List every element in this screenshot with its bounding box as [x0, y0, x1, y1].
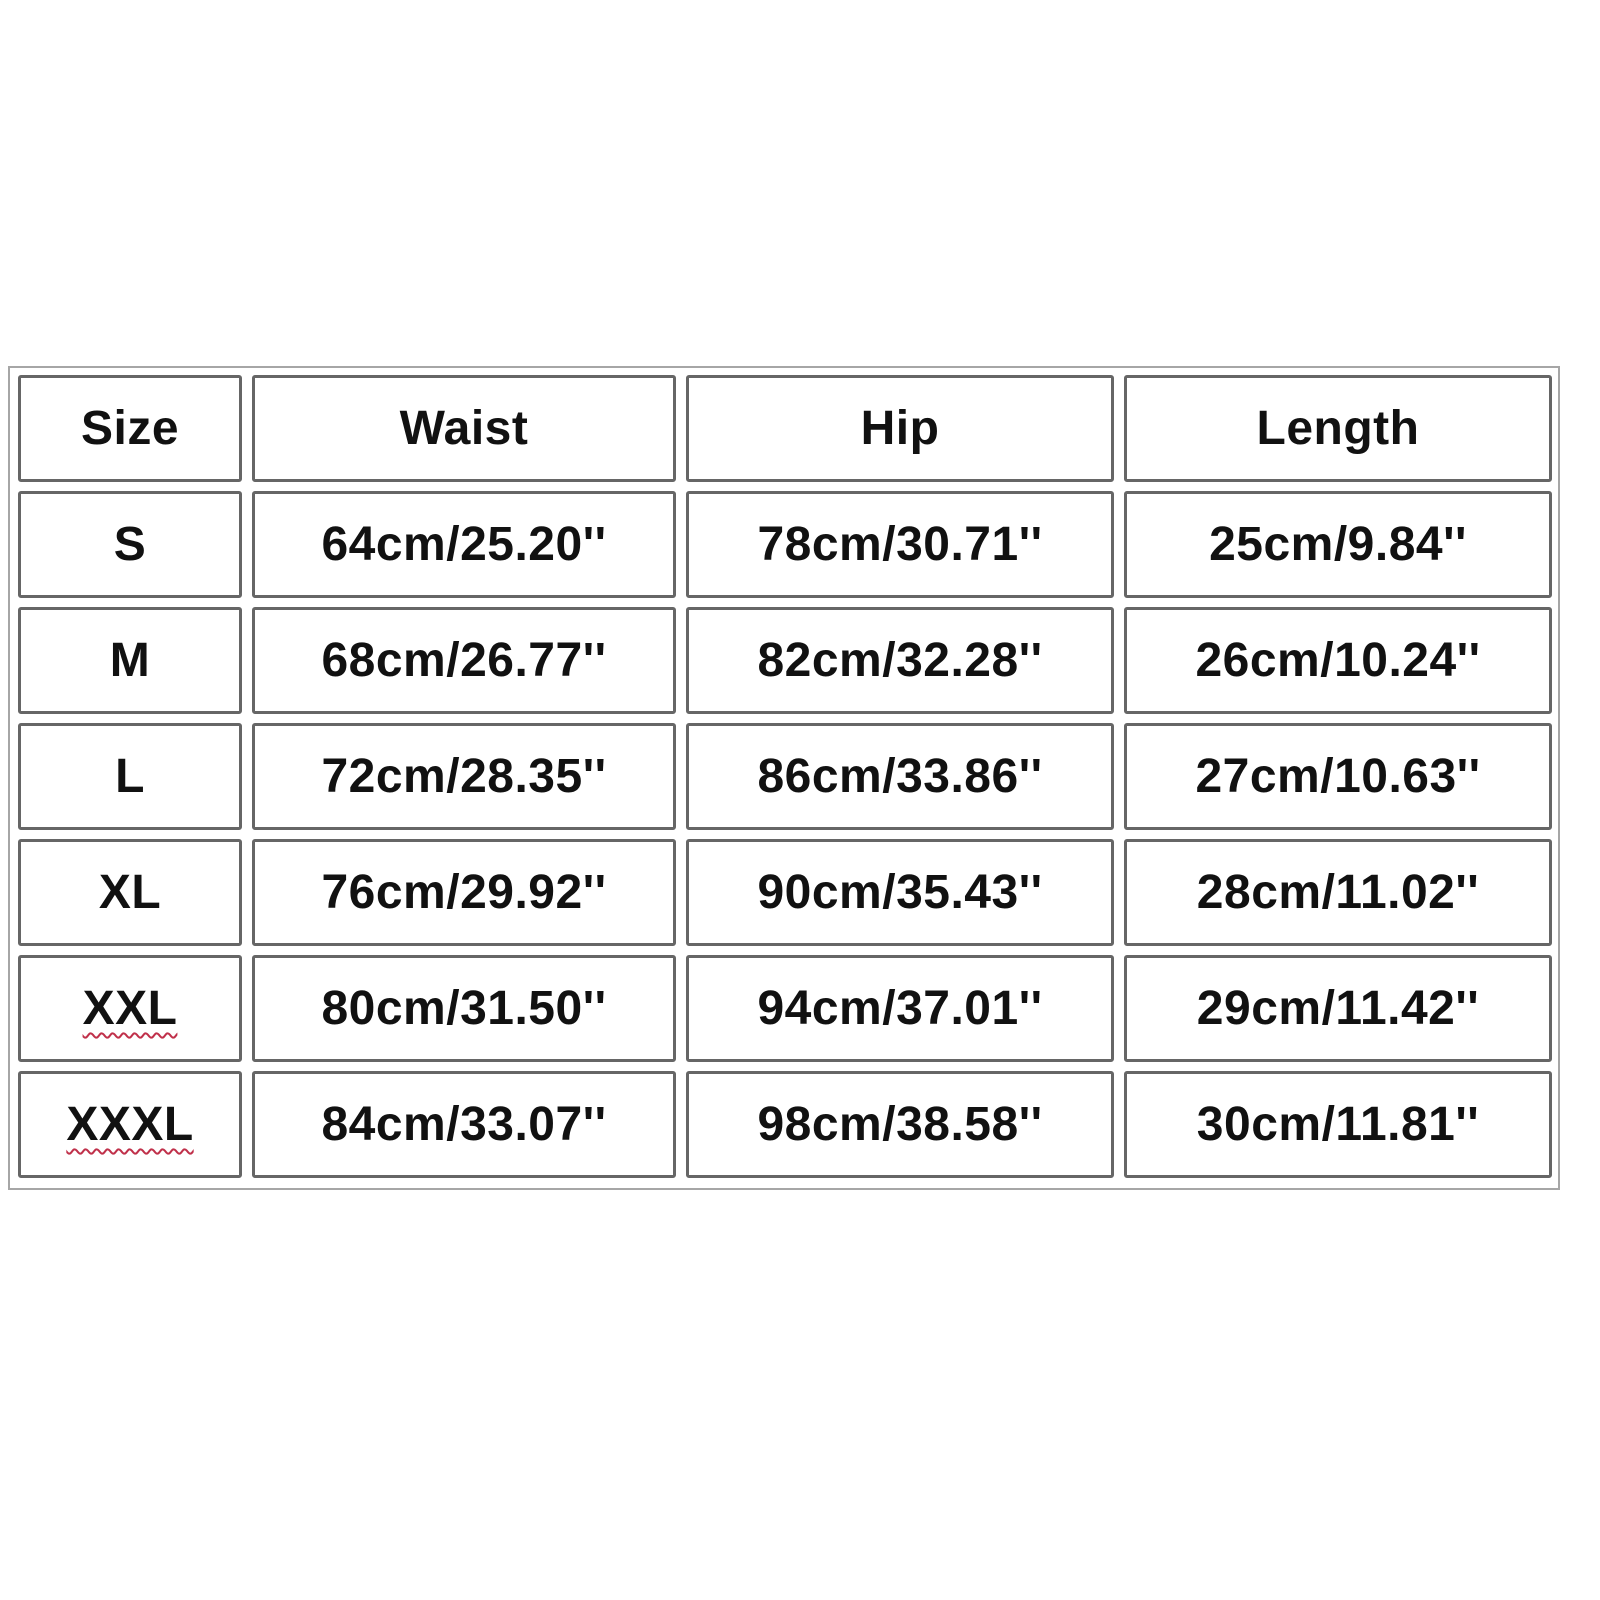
length-value: 25cm/9.84''	[1209, 518, 1467, 571]
cell-size: M	[18, 607, 242, 714]
table-row: L 72cm/28.35'' 86cm/33.86'' 27cm/10.63''	[18, 723, 1552, 830]
hip-value: 98cm/38.58''	[757, 1098, 1043, 1151]
cell-length: 27cm/10.63''	[1124, 723, 1552, 830]
hip-value: 90cm/35.43''	[757, 866, 1043, 919]
cell-waist: 72cm/28.35''	[252, 723, 676, 830]
cell-hip: 98cm/38.58''	[686, 1071, 1114, 1178]
header-hip: Hip	[686, 375, 1114, 482]
cell-size: XL	[18, 839, 242, 946]
hip-value: 82cm/32.28''	[757, 634, 1043, 687]
size-value: M	[109, 634, 151, 687]
cell-waist: 68cm/26.77''	[252, 607, 676, 714]
length-value: 28cm/11.02''	[1196, 866, 1480, 919]
hip-value: 86cm/33.86''	[757, 750, 1043, 803]
cell-size: L	[18, 723, 242, 830]
size-value: XXXL	[66, 1098, 194, 1151]
table-row: XXXL 84cm/33.07'' 98cm/38.58'' 30cm/11.81''	[18, 1071, 1552, 1178]
hip-value: 94cm/37.01''	[757, 982, 1043, 1035]
size-table: Size Waist Hip Length S 64cm/25.20'' 78cm/…	[8, 366, 1562, 1187]
header-length: Length	[1124, 375, 1552, 482]
cell-size: S	[18, 491, 242, 598]
waist-value: 68cm/26.77''	[321, 634, 607, 687]
cell-waist: 76cm/29.92''	[252, 839, 676, 946]
table-row: S 64cm/25.20'' 78cm/30.71'' 25cm/9.84''	[18, 491, 1552, 598]
table-header-row: Size Waist Hip Length	[18, 375, 1552, 482]
size-chart: Size Waist Hip Length S 64cm/25.20'' 78cm/…	[8, 366, 1560, 1190]
cell-waist: 80cm/31.50''	[252, 955, 676, 1062]
cell-length: 29cm/11.42''	[1124, 955, 1552, 1062]
header-size: Size	[18, 375, 242, 482]
hip-value: 78cm/30.71''	[757, 518, 1043, 571]
table-row: XL 76cm/29.92'' 90cm/35.43'' 28cm/11.02''	[18, 839, 1552, 946]
size-value: XL	[98, 866, 162, 919]
table-row: M 68cm/26.77'' 82cm/32.28'' 26cm/10.24''	[18, 607, 1552, 714]
cell-length: 30cm/11.81''	[1124, 1071, 1552, 1178]
header-waist: Waist	[252, 375, 676, 482]
cell-hip: 86cm/33.86''	[686, 723, 1114, 830]
waist-value: 76cm/29.92''	[321, 866, 607, 919]
table-row: XXL 80cm/31.50'' 94cm/37.01'' 29cm/11.42''	[18, 955, 1552, 1062]
cell-hip: 82cm/32.28''	[686, 607, 1114, 714]
waist-value: 84cm/33.07''	[321, 1098, 607, 1151]
length-value: 27cm/10.63''	[1195, 750, 1481, 803]
length-value: 30cm/11.81''	[1196, 1098, 1480, 1151]
cell-waist: 64cm/25.20''	[252, 491, 676, 598]
cell-hip: 90cm/35.43''	[686, 839, 1114, 946]
length-value: 29cm/11.42''	[1196, 982, 1480, 1035]
cell-waist: 84cm/33.07''	[252, 1071, 676, 1178]
waist-value: 64cm/25.20''	[321, 518, 607, 571]
waist-value: 80cm/31.50''	[321, 982, 607, 1035]
waist-value: 72cm/28.35''	[321, 750, 607, 803]
cell-hip: 94cm/37.01''	[686, 955, 1114, 1062]
size-value: S	[113, 518, 147, 571]
size-value: XXL	[82, 982, 178, 1035]
cell-hip: 78cm/30.71''	[686, 491, 1114, 598]
size-value: L	[115, 750, 145, 803]
cell-length: 28cm/11.02''	[1124, 839, 1552, 946]
cell-length: 26cm/10.24''	[1124, 607, 1552, 714]
cell-length: 25cm/9.84''	[1124, 491, 1552, 598]
length-value: 26cm/10.24''	[1195, 634, 1481, 687]
cell-size: XXL	[18, 955, 242, 1062]
cell-size: XXXL	[18, 1071, 242, 1178]
